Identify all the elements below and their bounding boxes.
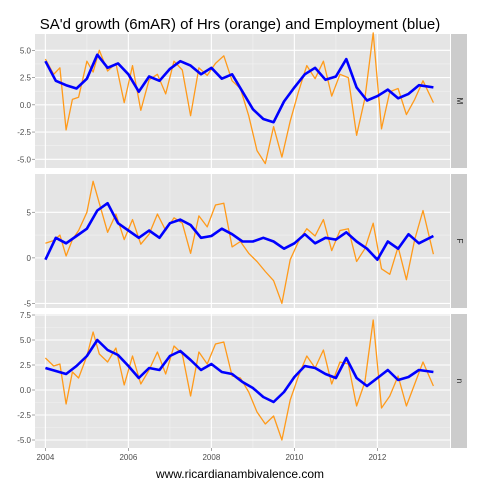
y-tick-label: -5.0 — [17, 436, 31, 445]
facet-strip-label: M — [455, 98, 464, 105]
y-tick-label: 0.0 — [20, 386, 32, 395]
y-tick-label: -5 — [24, 299, 32, 308]
x-tick-label: 2008 — [202, 453, 220, 462]
y-tick-label: -5.0 — [17, 155, 31, 164]
y-tick-label: 7.5 — [20, 311, 32, 320]
y-tick-label: -2.5 — [17, 411, 31, 420]
panels: -5.0 -2.5 0.0 2.5 5.0 M -5 0 5 F -5.0 -2.5 0.0 2.5 5.0… — [17, 32, 467, 448]
y-tick-label: 2.5 — [20, 361, 32, 370]
facet-strip-label: F — [455, 239, 464, 244]
x-axis: 2004 2006 2008 2010 2012 — [36, 448, 387, 462]
y-tick-label: 5.0 — [20, 336, 32, 345]
panel-F: -5 0 5 F — [24, 174, 467, 308]
y-tick-label: 5 — [27, 208, 32, 217]
y-tick-label: 2.5 — [20, 74, 32, 83]
x-axis-label: www.ricardianambivalence.com — [155, 467, 324, 480]
facet-strip — [451, 314, 467, 448]
y-tick-label: 0.0 — [20, 101, 32, 110]
facet-strip-label: n — [455, 379, 464, 383]
y-tick-label: -2.5 — [17, 128, 31, 137]
chart-title: SA'd growth (6mAR) of Hrs (orange) and E… — [40, 16, 441, 33]
series-line-employment — [44, 201, 434, 261]
series-line-employment — [45, 338, 434, 404]
facet-strip — [451, 34, 467, 168]
y-tick-label: 0 — [27, 254, 32, 263]
x-tick-label: 2006 — [119, 453, 137, 462]
x-tick-label: 2004 — [36, 453, 54, 462]
y-tick-label: 5.0 — [20, 46, 32, 55]
x-tick-label: 2012 — [368, 453, 386, 462]
series-line-employment — [44, 53, 434, 124]
x-tick-label: 2010 — [285, 453, 303, 462]
series-line-hrs — [44, 319, 434, 441]
panel-n: -5.0 -2.5 0.0 2.5 5.0 7.5 n — [17, 311, 467, 448]
panel-M: -5.0 -2.5 0.0 2.5 5.0 M — [17, 32, 467, 168]
facet-strip — [451, 174, 467, 308]
